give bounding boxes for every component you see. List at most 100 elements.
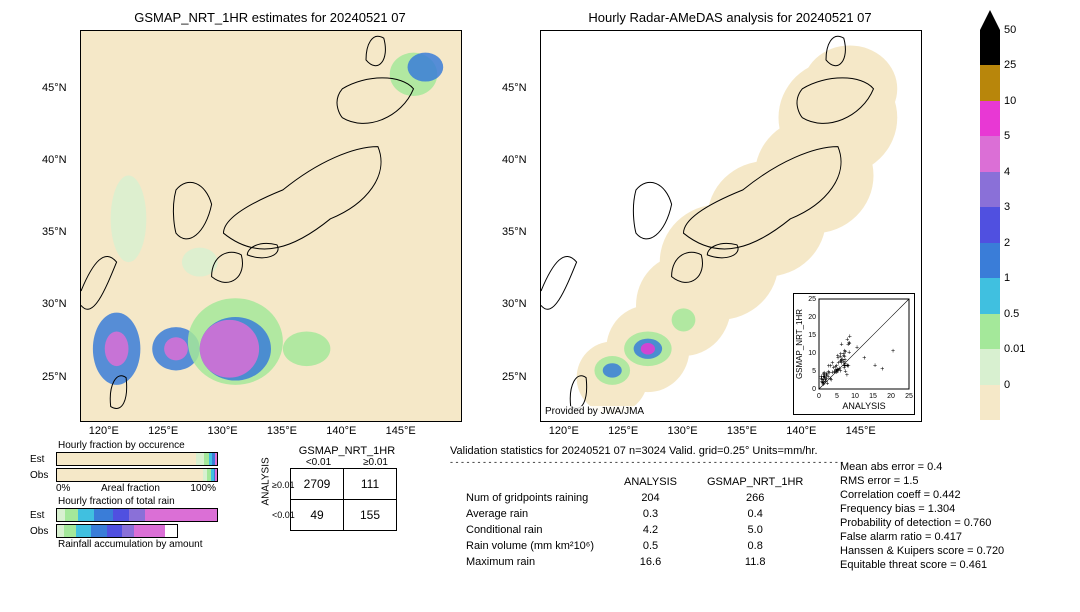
rain-est-label: Est: [30, 510, 56, 521]
svg-text:15: 15: [808, 332, 816, 339]
rain-title: Hourly fraction of total rain: [58, 496, 230, 507]
val-row-4-a: 16.6: [610, 555, 691, 569]
hourly-fraction-occurence: Hourly fraction by occurence Est Obs 0% …: [30, 440, 230, 550]
conting-row-header: ANALYSIS: [261, 494, 272, 506]
rain-est-bar: [56, 508, 218, 522]
colorbar-tick-0: 50: [1004, 24, 1016, 36]
svg-text:10: 10: [808, 350, 816, 357]
colorbar-tick-3: 5: [1004, 130, 1010, 142]
colorbar-seg-0: [980, 30, 1000, 65]
svg-text:+: +: [819, 376, 823, 383]
conting-row-1: <0.01: [272, 500, 290, 530]
attribution-label: Provided by JWA/JMA: [545, 406, 644, 417]
val-row-2-a: 4.2: [610, 523, 691, 537]
svg-text:+: +: [847, 363, 851, 370]
svg-text:+: +: [848, 334, 852, 341]
colorbar-tick-4: 4: [1004, 166, 1010, 178]
val-row-2-label: Conditional rain: [452, 523, 608, 537]
colorbar-seg-9: [980, 349, 1000, 384]
conting-cell-10: 49: [291, 500, 344, 531]
svg-text:25: 25: [808, 296, 816, 303]
colorbar-seg-6: [980, 243, 1000, 278]
svg-text:10: 10: [851, 393, 859, 400]
left-map-title: GSMAP_NRT_1HR estimates for 20240521 07: [80, 10, 460, 25]
stat-right-2: Correlation coeff = 0.442: [840, 488, 1004, 502]
svg-text:+: +: [880, 366, 884, 373]
colorbar-tick-9: 0.01: [1004, 343, 1025, 355]
conting-cell-11: 155: [344, 500, 397, 531]
colorbar-seg-2: [980, 101, 1000, 136]
val-row-1-a: 0.3: [610, 507, 691, 521]
colorbar-seg-4: [980, 172, 1000, 207]
right-map-title: Hourly Radar-AMeDAS analysis for 2024052…: [540, 10, 920, 25]
right-map: Provided by JWA/JMA ++++++++++++++++++++…: [540, 30, 922, 422]
val-row-4-b: 11.8: [693, 555, 817, 569]
val-row-0-a: 204: [610, 491, 691, 505]
val-row-3-b: 0.8: [693, 539, 817, 553]
svg-text:5: 5: [835, 393, 839, 400]
occ-obs-bar: [56, 468, 218, 482]
svg-text:15: 15: [869, 393, 877, 400]
colorbar-tick-1: 25: [1004, 59, 1016, 71]
occ-axis-1: Areal fraction: [101, 483, 160, 494]
left-map-svg: [81, 31, 461, 421]
inset-xlabel: ANALYSIS: [842, 401, 885, 411]
conting-cell-01: 111: [344, 469, 397, 500]
svg-text:0: 0: [817, 393, 821, 400]
colorbar-seg-10: [980, 385, 1000, 420]
conting-col-1: ≥0.01: [347, 457, 404, 468]
svg-text:+: +: [862, 355, 866, 362]
colorbar-seg-1: [980, 65, 1000, 100]
stat-right-3: Frequency bias = 1.304: [840, 502, 1004, 516]
conting-row-0: ≥0.01: [272, 470, 290, 500]
val-row-2-b: 5.0: [693, 523, 817, 537]
svg-text:20: 20: [887, 393, 895, 400]
stat-right-7: Equitable threat score = 0.461: [840, 558, 1004, 572]
inset-scatterplot: ++++++++++++++++++++++++++++++++++++++++…: [793, 293, 915, 415]
svg-text:+: +: [827, 370, 831, 377]
svg-text:+: +: [855, 344, 859, 351]
conting-col-header: GSMAP_NRT_1HR: [290, 445, 404, 457]
colorbar-tick-5: 3: [1004, 201, 1010, 213]
val-row-0-b: 266: [693, 491, 817, 505]
occ-est-bar: [56, 452, 218, 466]
stat-right-0: Mean abs error = 0.4: [840, 460, 1004, 474]
inset-ylabel: GSMAP_NRT_1HR: [795, 309, 804, 379]
colorbar: 502510543210.50.010: [980, 30, 1000, 420]
val-col2: GSMAP_NRT_1HR: [693, 475, 817, 489]
colorbar-tick-10: 0: [1004, 379, 1010, 391]
occ-obs-label: Obs: [30, 470, 56, 481]
colorbar-tick-6: 2: [1004, 237, 1010, 249]
conting-cell-00: 2709: [291, 469, 344, 500]
svg-text:+: +: [891, 348, 895, 355]
svg-text:+: +: [836, 355, 840, 362]
stat-right-1: RMS error = 1.5: [840, 474, 1004, 488]
val-row-1-label: Average rain: [452, 507, 608, 521]
stat-right-6: Hanssen & Kuipers score = 0.720: [840, 544, 1004, 558]
stat-right-5: False alarm ratio = 0.417: [840, 530, 1004, 544]
val-row-4-label: Maximum rain: [452, 555, 608, 569]
occ-est-label: Est: [30, 454, 56, 465]
svg-text:0: 0: [812, 386, 816, 393]
svg-text:+: +: [843, 348, 847, 355]
stats-right-list: Mean abs error = 0.4RMS error = 1.5Corre…: [840, 460, 1004, 572]
svg-text:5: 5: [812, 368, 816, 375]
svg-text:20: 20: [808, 314, 816, 321]
conting-col-0: <0.01: [290, 457, 347, 468]
colorbar-tick-8: 0.5: [1004, 308, 1019, 320]
occ-axis-0: 0%: [56, 483, 70, 494]
colorbar-seg-3: [980, 136, 1000, 171]
colorbar-top-arrow: [980, 10, 1000, 30]
val-row-3-a: 0.5: [610, 539, 691, 553]
val-row-0-label: Num of gridpoints raining: [452, 491, 608, 505]
left-map: [80, 30, 462, 422]
colorbar-seg-8: [980, 314, 1000, 349]
stat-right-4: Probability of detection = 0.760: [840, 516, 1004, 530]
val-row-1-b: 0.4: [693, 507, 817, 521]
svg-text:+: +: [847, 350, 851, 357]
validation-title: Validation statistics for 20240521 07 n=…: [450, 445, 950, 457]
contingency-table: GSMAP_NRT_1HR <0.01 ≥0.01 ANALYSIS ≥0.01…: [260, 445, 404, 531]
colorbar-tick-7: 1: [1004, 272, 1010, 284]
rain-footer: Rainfall accumulation by amount: [58, 539, 230, 550]
svg-text:+: +: [835, 363, 839, 370]
